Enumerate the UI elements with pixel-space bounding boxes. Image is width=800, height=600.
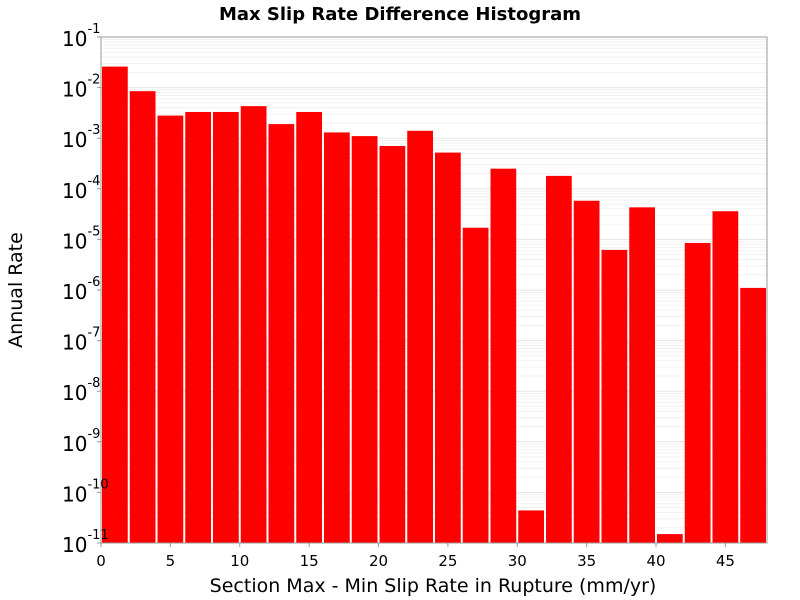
x-tick-label: 0 bbox=[96, 552, 106, 570]
histogram-bar bbox=[657, 534, 683, 543]
histogram-bar bbox=[684, 242, 711, 543]
x-tick-label: 5 bbox=[166, 552, 176, 570]
x-tick-label: 30 bbox=[508, 552, 527, 570]
y-tick-label: 10-4 bbox=[62, 174, 100, 203]
histogram-bar bbox=[462, 227, 489, 543]
x-tick-label: 40 bbox=[646, 552, 665, 570]
x-axis-label: Section Max - Min Slip Rate in Rupture (… bbox=[210, 575, 657, 597]
x-tick-label: 10 bbox=[230, 552, 249, 570]
histogram-bar bbox=[351, 136, 378, 543]
x-tick-label: 45 bbox=[716, 552, 735, 570]
histogram-bar bbox=[712, 211, 739, 543]
histogram-bar bbox=[129, 91, 156, 544]
histogram-bar bbox=[740, 287, 766, 543]
x-tick-label: 35 bbox=[577, 552, 596, 570]
histogram-bar bbox=[268, 124, 295, 544]
histogram-bar bbox=[102, 66, 128, 543]
histogram-bar bbox=[490, 168, 517, 543]
histogram-bar bbox=[518, 510, 544, 543]
histogram-bar bbox=[573, 200, 600, 543]
y-tick-label: 10-3 bbox=[62, 123, 100, 152]
x-axis-ticks: 0 5 10 15 20 25 30 35 40 45 bbox=[96, 543, 735, 570]
histogram-bar bbox=[240, 106, 267, 544]
histogram-bar bbox=[435, 152, 461, 543]
y-tick-label: 10-2 bbox=[62, 73, 100, 102]
histogram-bar bbox=[296, 111, 322, 543]
y-tick-label: 10-7 bbox=[62, 326, 100, 355]
histogram-bar bbox=[157, 115, 184, 544]
y-axis-label: Annual Rate bbox=[5, 232, 27, 348]
histogram-bar bbox=[629, 207, 655, 543]
histogram-bar bbox=[213, 111, 239, 543]
grid-lines bbox=[101, 38, 767, 544]
histogram-bar bbox=[546, 175, 572, 543]
histogram-bar bbox=[407, 130, 433, 544]
y-tick-label: 10-6 bbox=[62, 275, 100, 304]
histogram-bar bbox=[379, 146, 406, 544]
histogram-bar bbox=[185, 111, 211, 543]
x-tick-label: 25 bbox=[438, 552, 457, 570]
chart-title: Max Slip Rate Difference Histogram bbox=[219, 4, 581, 25]
y-tick-label: 10-10 bbox=[62, 477, 109, 506]
y-tick-label: 10-9 bbox=[62, 427, 100, 456]
histogram-bar bbox=[324, 132, 350, 544]
y-tick-label: 10-5 bbox=[62, 224, 100, 253]
x-tick-label: 20 bbox=[369, 552, 388, 570]
y-tick-label: 10-11 bbox=[62, 528, 109, 557]
histogram-bar bbox=[601, 249, 628, 544]
y-axis-ticks: 10-1 10-2 10-3 10-4 10-5 10-6 10-7 10-8 10-9 10-1… bbox=[62, 22, 109, 557]
y-tick-label: 10-1 bbox=[62, 22, 100, 51]
y-tick-label: 10-8 bbox=[62, 376, 100, 405]
x-tick-label: 15 bbox=[300, 552, 319, 570]
bar-series bbox=[102, 66, 766, 544]
